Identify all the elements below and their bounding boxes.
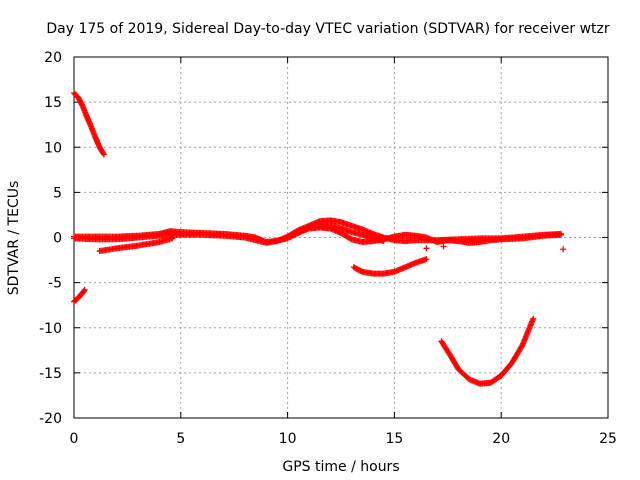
series-main-band-lower xyxy=(71,224,565,246)
x-tick-label: 5 xyxy=(176,431,185,447)
series-arc-early-descent xyxy=(71,90,107,158)
y-tick-label: 15 xyxy=(44,95,62,111)
y-tick-label: 10 xyxy=(44,140,62,156)
x-tick-label: 20 xyxy=(492,431,510,447)
data-point xyxy=(560,246,567,253)
series-arc-early-negative xyxy=(71,286,88,305)
ticks-layer: 0 5 10 15 20 25 -20 -15 -10 -5 0 5 10 15 20 xyxy=(39,50,617,447)
series-arc-low-offset xyxy=(96,235,176,255)
y-tick-label: -5 xyxy=(48,276,62,292)
series-arc-descending-mid xyxy=(316,221,387,245)
x-axis-label: GPS time / hours xyxy=(282,459,399,475)
data-point xyxy=(380,238,387,245)
y-tick-label: -10 xyxy=(39,321,62,337)
x-tick-label: 15 xyxy=(385,431,403,447)
y-axis-label: SDTVAR / TECUs xyxy=(6,181,22,296)
series-arc-deep-dip xyxy=(438,315,537,387)
series-layer xyxy=(71,90,567,387)
data-point xyxy=(518,343,525,350)
data-point xyxy=(423,245,430,252)
data-point xyxy=(558,231,565,238)
chart-title: Day 175 of 2019, Sidereal Day-to-day VTE… xyxy=(46,21,610,37)
y-tick-label: -15 xyxy=(39,366,62,382)
series-arc-dip-14h xyxy=(350,256,430,277)
x-tick-label: 0 xyxy=(70,431,79,447)
x-tick-label: 10 xyxy=(279,431,297,447)
y-tick-label: 20 xyxy=(44,50,62,66)
x-tick-label: 25 xyxy=(599,431,617,447)
data-point xyxy=(423,256,430,263)
data-point xyxy=(169,235,176,242)
data-point xyxy=(100,150,107,157)
series-isolated-points xyxy=(423,243,567,253)
data-point xyxy=(81,286,88,293)
data-point xyxy=(530,315,537,322)
data-point xyxy=(440,243,447,250)
data-point xyxy=(293,230,300,237)
y-tick-label: -20 xyxy=(39,411,62,427)
data-point xyxy=(100,151,107,158)
y-tick-label: 0 xyxy=(53,231,62,247)
y-tick-label: 5 xyxy=(53,185,62,201)
